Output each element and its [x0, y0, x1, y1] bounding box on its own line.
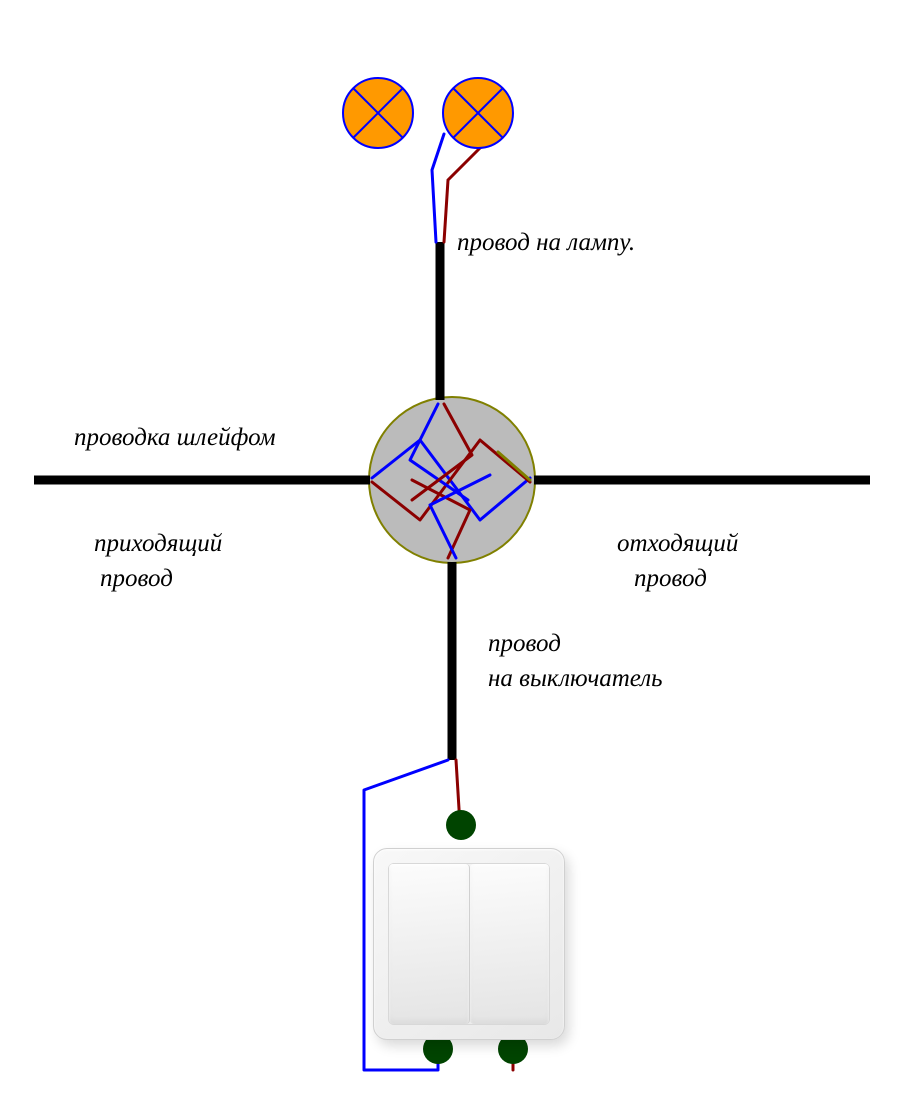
- switch-rocker-right: [470, 864, 550, 1024]
- label-incoming-1: приходящий: [94, 530, 222, 558]
- switch-terminal-0: [446, 810, 476, 840]
- label-to-switch-1: провод: [488, 630, 561, 658]
- label-incoming-2: провод: [100, 565, 173, 593]
- label-outgoing-2: провод: [634, 565, 707, 593]
- lamp-wire-1: [444, 148, 480, 242]
- diagram-canvas: провод на лампу. проводка шлейфом приход…: [0, 0, 906, 1113]
- lamp-wire-0: [432, 134, 444, 242]
- label-to-lamp: провод на лампу.: [457, 229, 635, 257]
- label-to-switch-2: на выключатель: [488, 665, 663, 693]
- switch-body: [373, 848, 565, 1040]
- junction-box: [369, 397, 535, 563]
- label-outgoing-1: отходящий: [617, 530, 738, 558]
- switch-rocker-left: [389, 864, 470, 1024]
- label-daisy-chain: проводка шлейфом: [74, 424, 276, 452]
